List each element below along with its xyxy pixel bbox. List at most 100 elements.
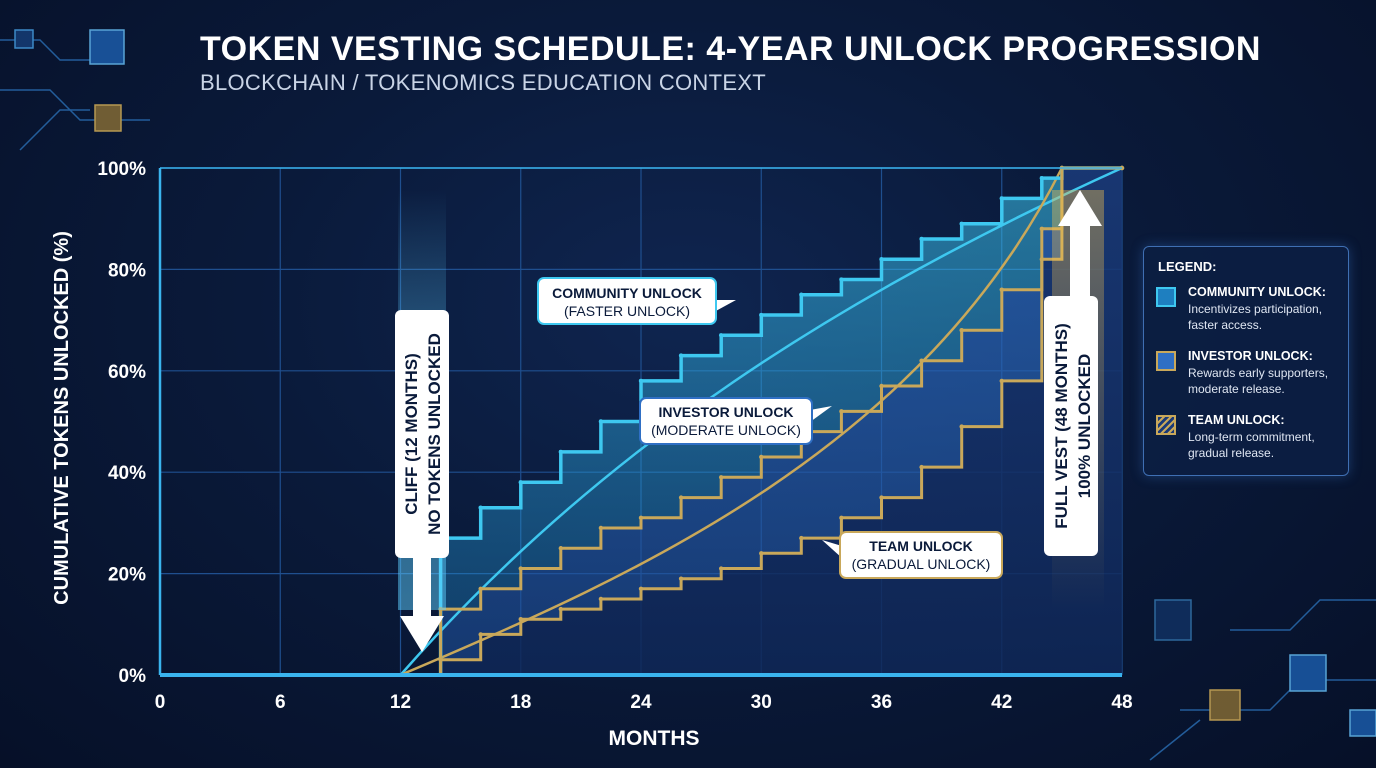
legend-swatch-investor xyxy=(1156,351,1176,371)
point-community-5 xyxy=(558,449,564,455)
point-community-15 xyxy=(959,221,964,226)
team-callout: TEAM UNLOCK (GRADUAL UNLOCK) xyxy=(822,531,1003,579)
point-team-7 xyxy=(638,586,644,592)
point-team-13 xyxy=(879,495,884,500)
point-team-10 xyxy=(759,551,764,556)
point-investor-7 xyxy=(638,515,644,521)
investor-callout-line2: (MODERATE UNLOCK) xyxy=(651,422,801,438)
point-investor-4 xyxy=(518,566,523,571)
point-investor-16 xyxy=(999,287,1004,292)
full-vest-label-box xyxy=(1044,296,1098,556)
x-tick-label-0: 0 xyxy=(155,692,166,713)
point-investor-13 xyxy=(879,383,884,389)
investor-area xyxy=(160,168,1122,675)
point-investor-10 xyxy=(759,454,764,460)
cliff-arrow-shaft xyxy=(413,558,431,618)
point-community-3 xyxy=(478,505,483,510)
point-investor-3 xyxy=(478,586,483,592)
legend-name-team: TEAM UNLOCK: xyxy=(1188,413,1285,427)
y-tick-label-4: 80% xyxy=(108,260,146,281)
full-vest-label-line1: FULL VEST (48 MONTHS) xyxy=(1052,323,1071,529)
point-team-4 xyxy=(518,617,523,622)
point-team-9 xyxy=(718,566,724,571)
legend-name-community: COMMUNITY UNLOCK: xyxy=(1188,285,1326,299)
legend-desc-team: Long-term commitment, gradual release. xyxy=(1188,429,1348,461)
point-investor-8 xyxy=(678,495,684,500)
point-community-10 xyxy=(759,312,764,318)
legend-title: LEGEND: xyxy=(1158,259,1217,274)
point-investor-17 xyxy=(1039,226,1045,232)
point-team-11 xyxy=(799,535,804,541)
legend-swatch-team xyxy=(1156,415,1176,435)
x-tick-label-3: 18 xyxy=(510,692,531,713)
y-tick-label-5: 100% xyxy=(97,159,146,180)
legend-desc-investor: Rewards early supporters, moderate relea… xyxy=(1188,365,1348,397)
investor-series-line xyxy=(160,166,1122,677)
point-team-15 xyxy=(959,424,964,429)
full-vest-annotation: FULL VEST (48 MONTHS) 100% UNLOCKED xyxy=(1044,190,1104,610)
legend: LEGEND: COMMUNITY UNLOCK: Incentivizes p… xyxy=(1143,246,1349,476)
point-team-2 xyxy=(438,657,443,662)
legend-desc-community-line2: faster access. xyxy=(1188,318,1263,332)
community-callout: COMMUNITY UNLOCK (FASTER UNLOCK) xyxy=(537,277,736,325)
decorative-circuit-top-left xyxy=(0,29,150,151)
y-tick-label-2: 40% xyxy=(108,463,146,484)
community-callout-line1: COMMUNITY UNLOCK xyxy=(552,285,702,301)
legend-desc-investor-line1: Rewards early supporters, xyxy=(1188,366,1329,380)
x-axis-label: MONTHS xyxy=(609,727,700,750)
point-investor-5 xyxy=(558,546,564,551)
investor-callout: INVESTOR UNLOCK (MODERATE UNLOCK) xyxy=(639,397,832,445)
point-investor-9 xyxy=(718,475,724,480)
community-callout-line2: (FASTER UNLOCK) xyxy=(564,303,690,319)
x-tick-label-2: 12 xyxy=(390,692,411,713)
x-tick-label-4: 24 xyxy=(630,692,652,713)
team-callout-line2: (GRADUAL UNLOCK) xyxy=(852,556,991,572)
y-tick-label-3: 60% xyxy=(108,362,146,383)
point-team-14 xyxy=(919,464,924,470)
y-tick-label-1: 20% xyxy=(108,565,146,586)
series-lines xyxy=(160,165,1125,677)
point-community-9 xyxy=(718,333,724,338)
full-vest-label-line2: 100% UNLOCKED xyxy=(1075,354,1094,499)
point-community-17 xyxy=(1039,175,1045,181)
point-investor-14 xyxy=(919,358,924,363)
legend-desc-team-line1: Long-term commitment, xyxy=(1188,430,1315,444)
point-team-17 xyxy=(1039,257,1045,262)
team-series-line xyxy=(160,166,1122,677)
point-investor-12 xyxy=(839,409,844,414)
cliff-label-box xyxy=(395,310,449,558)
community-series-line xyxy=(160,166,1122,677)
legend-swatch-community xyxy=(1156,287,1176,307)
x-tick-label-8: 48 xyxy=(1111,692,1132,713)
point-team-8 xyxy=(678,576,684,581)
full-vest-arrow-shaft xyxy=(1070,224,1090,298)
cliff-arrow-head xyxy=(400,616,444,652)
point-team-3 xyxy=(478,632,483,637)
point-community-12 xyxy=(839,277,844,282)
y-axis-label: CUMULATIVE TOKENS UNLOCKED (%) xyxy=(51,231,73,605)
decorative-circuit-bottom-right xyxy=(1149,599,1376,761)
point-investor-6 xyxy=(598,525,604,531)
axes xyxy=(158,167,1122,677)
point-community-16 xyxy=(999,196,1004,201)
point-community-8 xyxy=(678,353,684,358)
point-community-6 xyxy=(598,419,604,424)
point-team-5 xyxy=(558,606,564,612)
x-tick-label-5: 30 xyxy=(751,692,772,713)
x-tick-label-1: 6 xyxy=(275,692,286,713)
point-community-11 xyxy=(799,292,804,297)
tick-labels: 0 6 12 18 24 30 36 42 48 0% 20% 40% 60% 80% 100% xyxy=(97,159,1132,713)
cliff-annotation: CLIFF (12 MONTHS) NO TOKENS UNLOCKED xyxy=(395,190,449,652)
legend-desc-team-line2: gradual release. xyxy=(1188,446,1275,460)
team-callout-line1: TEAM UNLOCK xyxy=(869,538,972,554)
legend-desc-community-line1: Incentivizes participation, xyxy=(1188,302,1323,316)
cliff-label-line2: NO TOKENS UNLOCKED xyxy=(425,333,444,535)
investor-callout-line1: INVESTOR UNLOCK xyxy=(658,404,793,420)
team-trend-curve xyxy=(400,167,1063,677)
legend-name-investor: INVESTOR UNLOCK: xyxy=(1188,349,1313,363)
point-team-6 xyxy=(598,596,604,602)
chart-title: TOKEN VESTING SCHEDULE: 4-YEAR UNLOCK PR… xyxy=(200,30,1261,68)
point-community-7 xyxy=(638,378,644,384)
chart-subtitle: BLOCKCHAIN / TOKENOMICS EDUCATION CONTEX… xyxy=(200,70,767,95)
